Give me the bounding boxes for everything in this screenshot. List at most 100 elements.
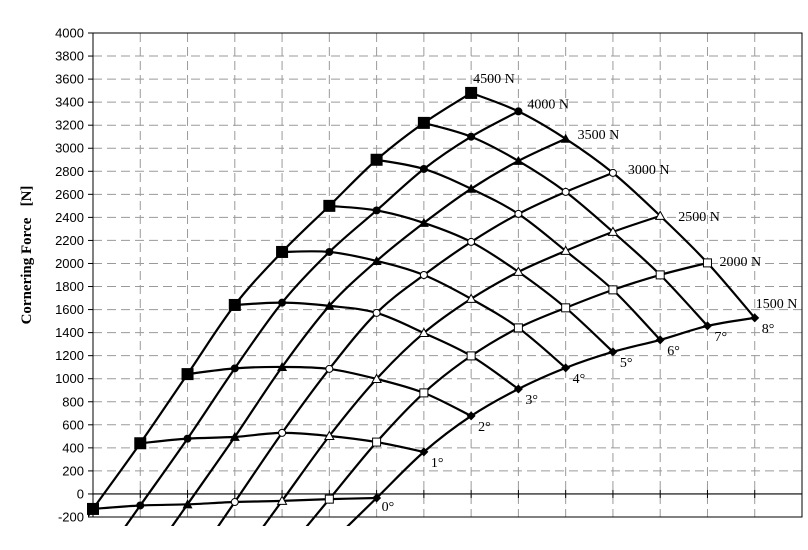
triangle-marker <box>654 210 666 220</box>
load-label: 2500 N <box>678 210 720 225</box>
triangle-marker <box>418 217 429 227</box>
y-axis-label: Cornering Force [N] <box>19 186 35 325</box>
plot-frame <box>92 32 803 518</box>
triangle-marker <box>513 155 524 165</box>
y-tick-label: 3600 <box>55 72 84 87</box>
y-tick-label: 800 <box>62 394 84 409</box>
square-marker <box>702 258 712 268</box>
circle-marker <box>372 308 381 317</box>
angle-label: 1° <box>431 456 444 471</box>
load-curve <box>88 91 472 518</box>
y-tick-label: 1600 <box>55 302 84 317</box>
triangle-marker <box>323 430 335 440</box>
load-label: 1500 N <box>756 297 798 312</box>
triangle-marker <box>182 499 193 509</box>
triangle-marker <box>607 226 619 236</box>
y-tick-label: 1800 <box>55 279 84 294</box>
square-marker <box>655 270 665 280</box>
square-marker <box>181 368 194 381</box>
triangle-marker <box>465 293 477 303</box>
circle-marker <box>514 107 523 116</box>
load-label: 4000 N <box>527 97 569 112</box>
square-marker <box>276 245 289 258</box>
markers <box>87 86 760 515</box>
y-tick-label: -200 <box>58 510 84 525</box>
diamond-marker <box>419 447 429 457</box>
circle-marker <box>230 498 239 507</box>
load-label: 4500 N <box>473 72 515 87</box>
y-tick-labels: -200 0 200 400 600 800 1000 1200 1400 1600 1800 200… <box>55 26 84 525</box>
square-marker <box>228 298 241 311</box>
circle-marker <box>278 298 287 307</box>
triangle-marker <box>324 300 335 310</box>
circle-marker <box>419 271 428 279</box>
angle-label: 8° <box>762 322 775 337</box>
y-tick-label: 1400 <box>55 325 84 340</box>
y-tick-label: 600 <box>62 417 84 432</box>
diamond-marker <box>466 411 476 421</box>
square-marker <box>323 199 336 212</box>
circle-marker <box>136 501 145 510</box>
y-tick-label: 3000 <box>55 141 84 156</box>
diamond-marker <box>655 335 665 345</box>
diamond-marker <box>608 347 618 357</box>
circle-marker <box>325 364 334 373</box>
square-marker <box>370 153 383 166</box>
square-marker <box>608 285 618 295</box>
circle-marker <box>608 168 617 177</box>
circle-marker <box>467 237 476 246</box>
triangle-marker <box>276 495 288 505</box>
y-tick-label: 3400 <box>55 95 84 110</box>
curve-labels: 4500 N 4000 N 3500 N 3000 N 2500 N 2000 N 1500… <box>382 72 798 515</box>
angle-label: 7° <box>714 330 727 345</box>
angle-label: 3° <box>525 393 538 408</box>
load-label: 3500 N <box>578 128 620 143</box>
diamond-marker <box>513 384 523 394</box>
square-marker <box>417 116 430 129</box>
y-tick-label: 2800 <box>55 164 84 179</box>
square-marker <box>372 437 382 447</box>
y-tick-label: 1200 <box>55 348 84 363</box>
triangle-marker <box>560 133 571 143</box>
grid <box>93 33 802 517</box>
circle-marker <box>514 209 523 218</box>
angle-label: 2° <box>478 420 491 435</box>
circle-marker <box>467 132 476 141</box>
circle-marker <box>183 434 192 443</box>
y-tick-label: 2600 <box>55 187 84 202</box>
load-curve <box>217 171 614 526</box>
triangle-marker <box>466 183 477 193</box>
axes <box>88 32 803 518</box>
y-tick-label: 2000 <box>55 256 84 271</box>
triangle-marker <box>560 245 572 255</box>
diamond-marker <box>702 321 712 331</box>
y-tick-label: 3800 <box>55 49 84 64</box>
square-marker <box>465 86 478 99</box>
circle-marker <box>372 206 381 215</box>
load-curve <box>305 261 708 526</box>
triangle-marker <box>418 327 430 337</box>
load-label: 3000 N <box>628 163 670 178</box>
load-curve <box>170 137 567 526</box>
diamond-marker <box>750 313 760 323</box>
diamond-marker <box>561 363 571 373</box>
triangle-marker <box>229 431 240 441</box>
square-marker <box>466 351 476 361</box>
circle-marker <box>325 247 334 256</box>
square-marker <box>561 303 571 313</box>
angle-label: 5° <box>620 356 633 371</box>
square-marker <box>513 323 523 333</box>
triangle-marker <box>371 255 382 265</box>
triangle-marker <box>513 266 524 276</box>
angle-label: 4° <box>573 372 586 387</box>
y-tick-label: 0 <box>77 486 84 501</box>
diamond-marker <box>372 493 382 503</box>
y-tick-label: 1000 <box>55 371 84 386</box>
square-marker <box>87 502 99 515</box>
load-curve <box>346 316 755 526</box>
y-tick-label: 2400 <box>55 210 84 225</box>
angle-label: 0° <box>382 500 395 515</box>
square-marker <box>324 494 334 504</box>
triangle-marker <box>277 361 288 371</box>
load-curve <box>124 110 519 526</box>
